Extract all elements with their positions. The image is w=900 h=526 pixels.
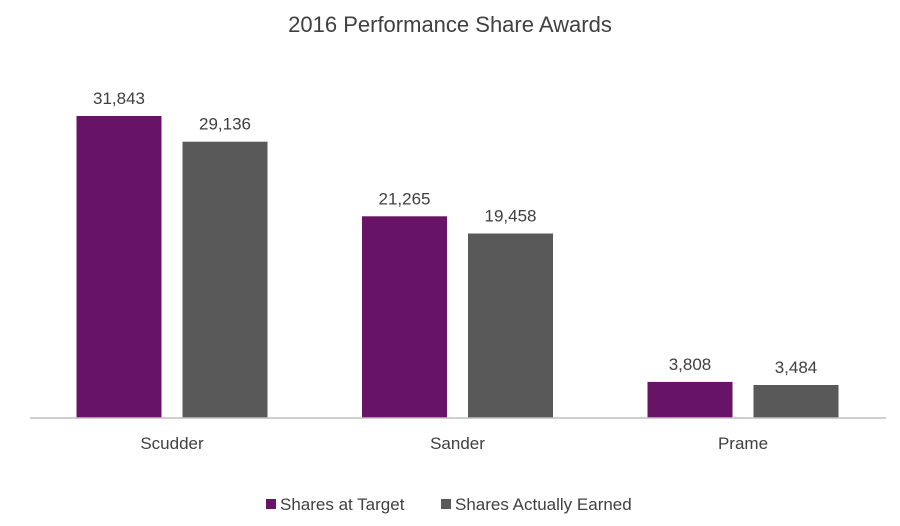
data-label-sander-series-1: 21,265: [379, 189, 431, 208]
chart-title: 2016 Performance Share Awards: [288, 12, 612, 37]
data-label-prame-series-1: 3,808: [669, 355, 712, 374]
legend-label-series-1: Shares at Target: [280, 495, 405, 514]
legend: Shares at Target Shares Actually Earned: [266, 495, 632, 514]
data-label-sander-series-2: 19,458: [485, 207, 537, 226]
bar-prame-series-2: [753, 385, 839, 418]
x-tick-label-scudder: Scudder: [140, 434, 204, 453]
x-tick-label-prame: Prame: [718, 434, 768, 453]
bar-prame-series-1: [647, 381, 733, 418]
data-labels-group: 31,843 29,136 21,265 19,458 3,808 3,484: [93, 89, 817, 377]
bar-sander-series-1: [362, 216, 447, 418]
bar-sander-series-2: [468, 233, 553, 418]
bars-group: [76, 116, 839, 418]
bar-scudder-series-2: [182, 141, 268, 418]
data-label-scudder-series-2: 29,136: [199, 115, 251, 134]
x-tick-label-sander: Sander: [430, 434, 485, 453]
legend-swatch-series-1: [266, 499, 276, 509]
x-tick-labels-group: Scudder Sander Prame: [140, 434, 768, 453]
legend-swatch-series-2: [441, 499, 451, 509]
legend-label-series-2: Shares Actually Earned: [455, 495, 632, 514]
data-label-prame-series-2: 3,484: [775, 358, 818, 377]
data-label-scudder-series-1: 31,843: [93, 89, 145, 108]
bar-scudder-series-1: [76, 116, 162, 418]
